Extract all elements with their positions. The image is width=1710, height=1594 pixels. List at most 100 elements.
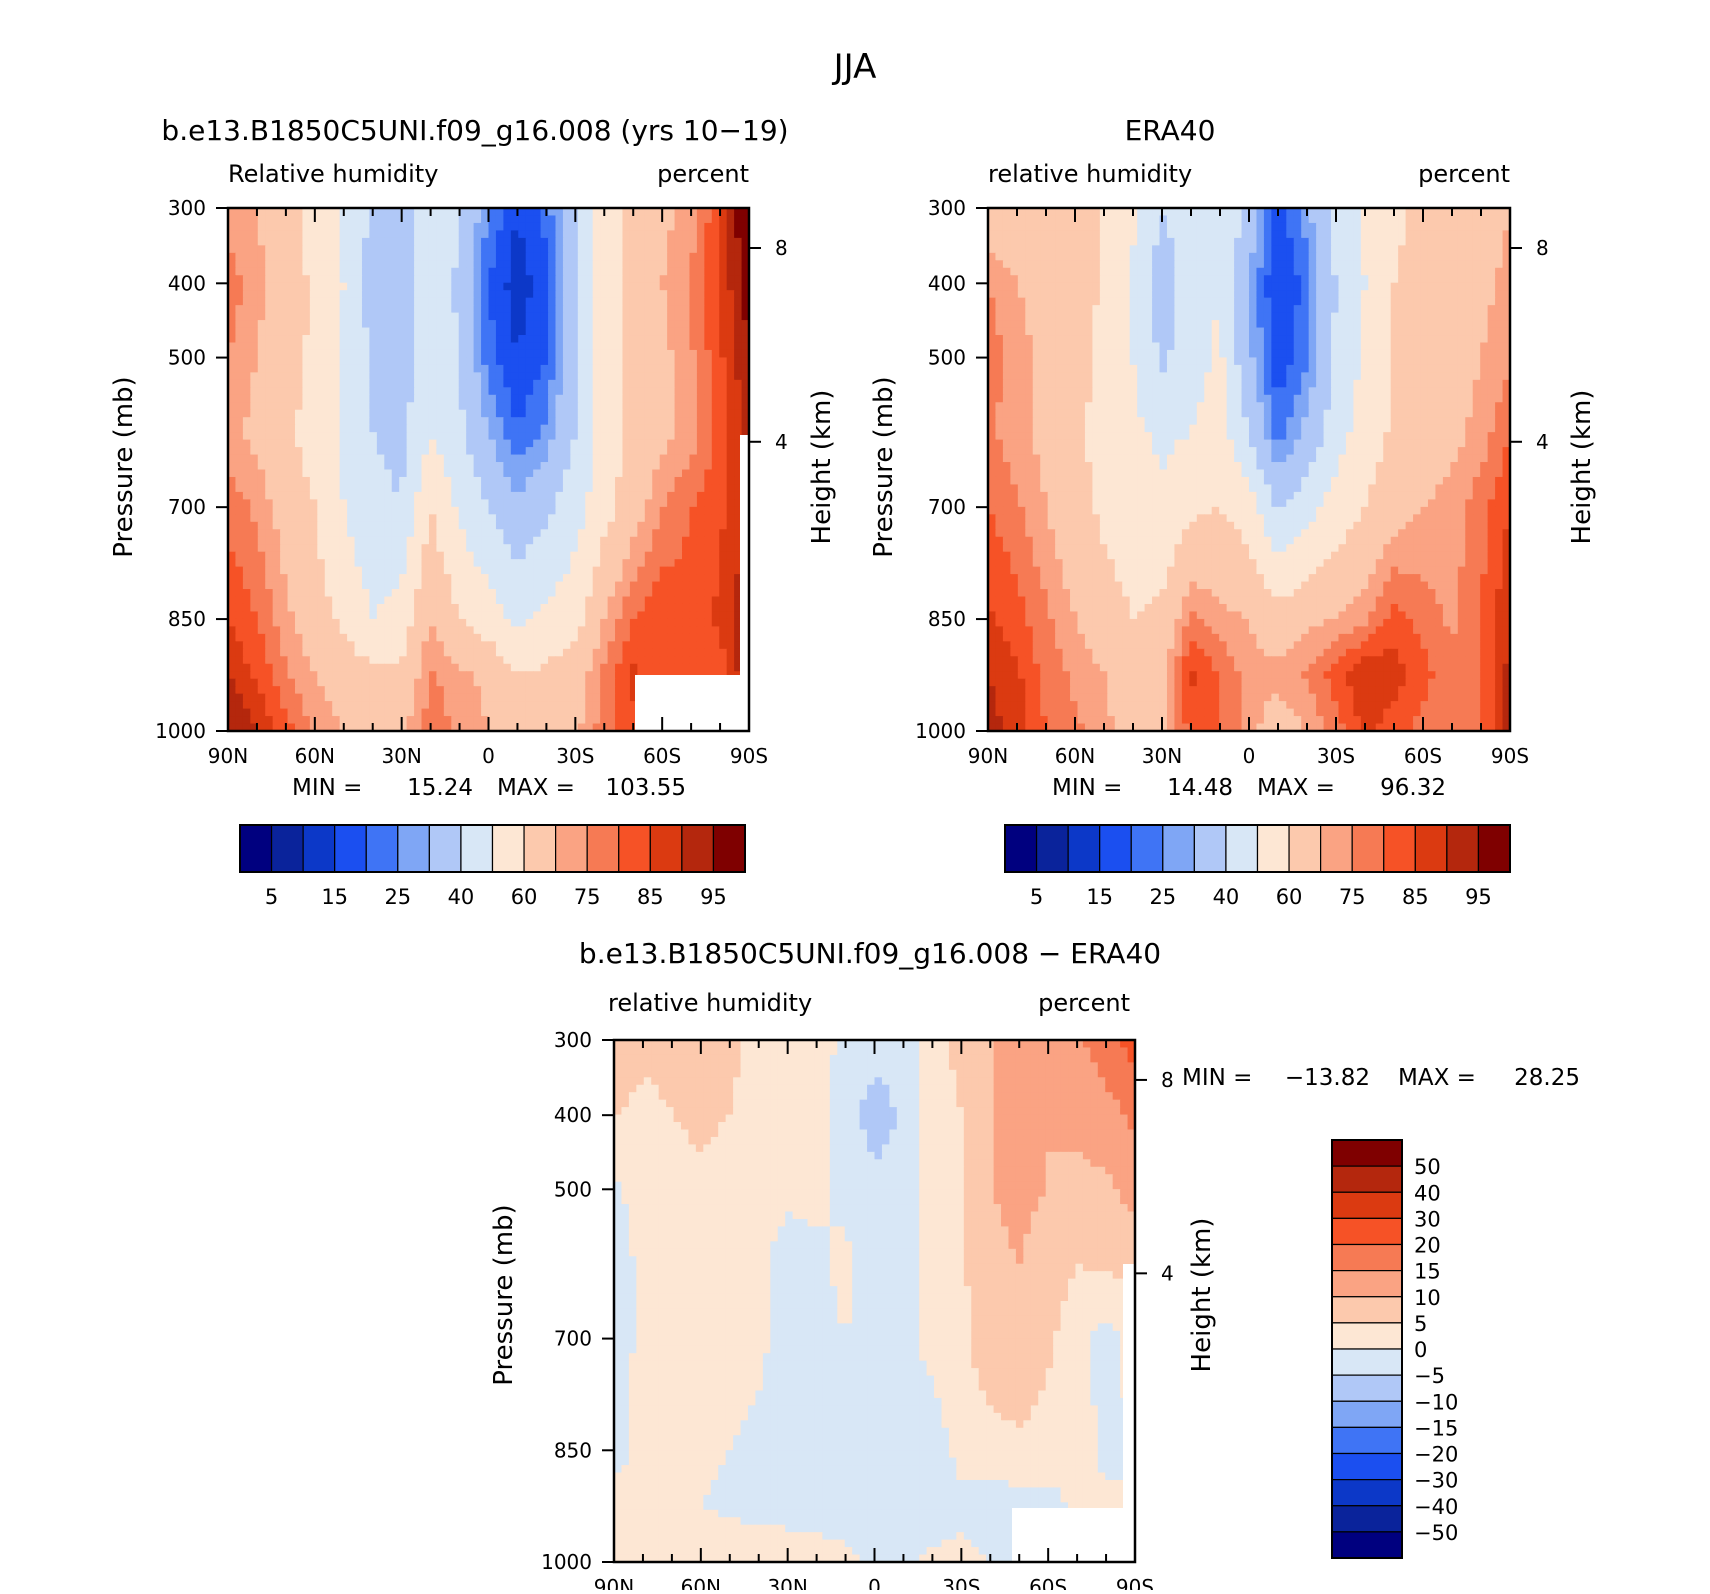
contour-cell xyxy=(719,260,727,268)
contour-cell xyxy=(533,425,541,433)
contour-cell xyxy=(474,298,482,306)
y-right-tick-label: 4 xyxy=(775,430,788,454)
contour-cell xyxy=(422,365,430,373)
contour-cell xyxy=(689,283,697,291)
contour-cell xyxy=(310,223,318,231)
contour-cell xyxy=(593,582,601,590)
contour-cell xyxy=(407,440,415,448)
contour-cell xyxy=(637,313,645,321)
contour-cell xyxy=(295,694,303,702)
contour-cell xyxy=(355,402,363,410)
contour-cell xyxy=(697,567,705,575)
contour-cell xyxy=(489,440,497,448)
contour-cell xyxy=(414,656,422,664)
contour-cell xyxy=(407,470,415,478)
contour-cell xyxy=(615,582,623,590)
contour-cell xyxy=(474,290,482,298)
contour-cell xyxy=(712,380,720,388)
contour-cell xyxy=(608,238,616,246)
contour-cell xyxy=(288,589,296,597)
contour-cell xyxy=(712,298,720,306)
contour-cell xyxy=(660,619,668,627)
contour-cell xyxy=(667,230,675,238)
contour-cell xyxy=(511,298,519,306)
contour-cell xyxy=(288,395,296,403)
contour-cell xyxy=(347,328,355,336)
contour-cell xyxy=(392,477,400,485)
contour-cell xyxy=(392,357,400,365)
contour-cell xyxy=(414,298,422,306)
contour-cell xyxy=(466,410,474,418)
contour-cell xyxy=(660,470,668,478)
contour-cell xyxy=(288,649,296,657)
contour-cell xyxy=(377,649,385,657)
contour-cell xyxy=(689,462,697,470)
contour-cell xyxy=(466,664,474,672)
contour-cell xyxy=(451,298,459,306)
contour-cell xyxy=(280,432,288,440)
contour-cell xyxy=(243,470,251,478)
contour-cell xyxy=(593,320,601,328)
contour-cell xyxy=(637,402,645,410)
contour-cell xyxy=(347,589,355,597)
contour-cell xyxy=(704,619,712,627)
contour-cell xyxy=(563,649,571,657)
contour-cell xyxy=(622,641,630,649)
contour-cell xyxy=(429,328,437,336)
contour-cell xyxy=(496,552,504,560)
contour-cell xyxy=(355,694,363,702)
contour-cell xyxy=(697,604,705,612)
contour-cell xyxy=(630,641,638,649)
contour-cell xyxy=(414,380,422,388)
contour-cell xyxy=(355,559,363,567)
contour-cell xyxy=(600,567,608,575)
contour-cell xyxy=(548,230,556,238)
contour-cell xyxy=(630,350,638,358)
contour-cell xyxy=(526,462,534,470)
contour-cell xyxy=(407,664,415,672)
contour-cell xyxy=(295,552,303,560)
contour-cell xyxy=(295,387,303,395)
contour-cell xyxy=(622,567,630,575)
contour-cell xyxy=(578,402,586,410)
contour-cell xyxy=(384,440,392,448)
contour-cell xyxy=(451,589,459,597)
contour-cell xyxy=(630,604,638,612)
contour-cell xyxy=(541,611,549,619)
contour-cell xyxy=(466,552,474,560)
contour-cell xyxy=(518,387,526,395)
contour-cell xyxy=(608,447,616,455)
contour-cell xyxy=(474,260,482,268)
contour-cell xyxy=(570,342,578,350)
contour-cell xyxy=(555,275,563,283)
contour-cell xyxy=(652,447,660,455)
contour-cell xyxy=(555,611,563,619)
contour-cell xyxy=(503,709,511,717)
contour-cell xyxy=(585,470,593,478)
contour-cell xyxy=(548,597,556,605)
contour-cell xyxy=(340,447,348,455)
contour-cell xyxy=(511,529,519,537)
panel-model: b.e13.B1850C5UNI.f09_g16.008 (yrs 10−19)… xyxy=(109,114,837,909)
contour-cell xyxy=(719,387,727,395)
contour-cell xyxy=(511,440,519,448)
contour-cell xyxy=(503,716,511,724)
contour-cell xyxy=(704,559,712,567)
contour-cell xyxy=(317,380,325,388)
contour-cell xyxy=(265,455,273,463)
contour-cell xyxy=(474,499,482,507)
contour-cell xyxy=(273,425,281,433)
contour-cell xyxy=(660,298,668,306)
contour-cell xyxy=(243,395,251,403)
contour-cell xyxy=(652,507,660,515)
contour-cell xyxy=(727,440,735,448)
contour-cell xyxy=(235,589,243,597)
contour-cell xyxy=(265,462,273,470)
contour-cell xyxy=(593,440,601,448)
contour-cell xyxy=(295,342,303,350)
contour-cell xyxy=(704,410,712,418)
contour-cell xyxy=(667,253,675,261)
contour-cell xyxy=(600,701,608,709)
contour-cell xyxy=(310,582,318,590)
contour-cell xyxy=(243,604,251,612)
